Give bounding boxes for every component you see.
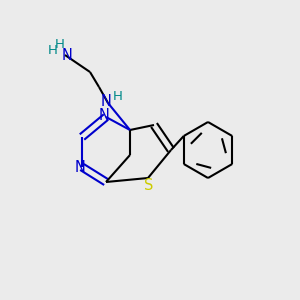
Text: N: N: [99, 109, 110, 124]
Text: N: N: [61, 49, 72, 64]
Text: H: H: [55, 38, 65, 50]
Text: H: H: [48, 44, 58, 58]
Text: S: S: [144, 178, 154, 193]
Text: N: N: [75, 160, 86, 175]
Text: N: N: [100, 94, 111, 110]
Text: H: H: [113, 91, 123, 103]
